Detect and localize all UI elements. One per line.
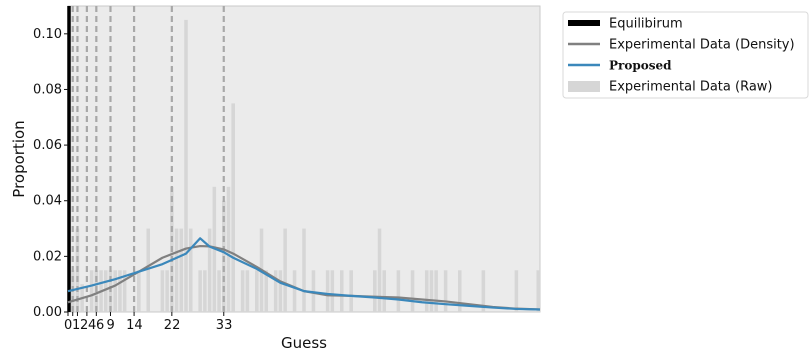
raw-bar <box>137 270 141 312</box>
legend-label: Equilibirum <box>609 17 683 32</box>
raw-bar <box>481 270 486 312</box>
raw-bar <box>339 270 344 312</box>
raw-bar <box>536 270 540 312</box>
raw-bar <box>217 270 221 312</box>
raw-bar <box>283 228 287 312</box>
raw-bar <box>292 270 297 312</box>
raw-bar <box>434 270 438 312</box>
raw-bar <box>203 270 207 312</box>
series-lines-layer <box>67 237 541 311</box>
y-tick-label: 0.10 <box>33 27 62 42</box>
legend-label: Proposed <box>609 59 672 73</box>
legend: Equilibirum Experimental Data (Density) Pr… <box>562 11 809 99</box>
raw-bar <box>457 270 462 312</box>
raw-bar <box>330 270 335 312</box>
y-tick-label: 0.04 <box>33 194 62 209</box>
raw-bar <box>429 270 434 312</box>
raw-bar <box>231 103 235 312</box>
raw-bar <box>278 270 283 312</box>
raw-bar <box>207 228 212 312</box>
raw-bar <box>174 228 179 312</box>
raw-bar <box>311 270 316 312</box>
raw-bar <box>160 270 165 312</box>
raw-bar <box>325 270 330 312</box>
raw-bar <box>188 228 193 312</box>
raw-bar <box>89 270 94 312</box>
x-tick-label: 4 <box>88 318 96 333</box>
proposed-curve <box>67 237 541 311</box>
legend-box <box>562 11 809 99</box>
raw-bar <box>349 270 353 312</box>
x-tick-label: 9 <box>107 318 115 333</box>
legend-label: Experimental Data (Raw) <box>609 80 772 95</box>
x-axis-label: Guess <box>281 334 327 352</box>
raw-bar <box>264 270 269 312</box>
raw-bar <box>396 270 401 312</box>
raw-bar <box>146 228 151 312</box>
x-tick-label: 33 <box>216 318 233 333</box>
legend-label: Experimental Data (Density) <box>609 38 795 53</box>
raw-bar <box>122 270 127 312</box>
x-tick-label: 2 <box>80 318 88 333</box>
raw-bar <box>245 270 250 312</box>
axes-layer: 0.00 0.02 0.04 0.06 0.08 0.10 0 1 2 4 6 9 14 22 33 <box>33 27 232 333</box>
y-tick-label: 0.06 <box>33 138 62 153</box>
raw-bar <box>240 270 245 312</box>
density-curve <box>67 244 541 311</box>
legend-marker <box>568 81 600 92</box>
x-tick-label: 6 <box>96 318 104 333</box>
y-tick-label: 0.00 <box>33 305 62 320</box>
x-tick-label: 1 <box>72 318 80 333</box>
y-tick-label: 0.02 <box>33 249 62 264</box>
raw-bar <box>377 228 382 312</box>
raw-bar <box>226 186 231 312</box>
raw-bar <box>302 228 306 312</box>
raw-bar <box>273 270 278 312</box>
raw-bar <box>255 270 259 312</box>
raw-bar <box>514 270 519 312</box>
y-tick-label: 0.08 <box>33 82 62 97</box>
raw-bar <box>179 228 184 312</box>
raw-bar <box>424 270 429 312</box>
raw-bar <box>410 270 415 312</box>
raw-bar <box>198 270 202 312</box>
raw-bar <box>373 270 377 312</box>
raw-bar <box>113 270 117 312</box>
raw-bar <box>184 19 188 312</box>
raw-bar <box>103 270 108 312</box>
x-tick-label: 0 <box>64 318 72 333</box>
x-tick-label: 14 <box>126 318 143 333</box>
raw-bar <box>382 270 387 312</box>
raw-bar <box>118 270 122 312</box>
raw-bar <box>443 270 448 312</box>
x-tick-label: 22 <box>164 318 181 333</box>
raw-bar <box>165 270 169 312</box>
y-axis-label: Proportion <box>10 120 28 197</box>
